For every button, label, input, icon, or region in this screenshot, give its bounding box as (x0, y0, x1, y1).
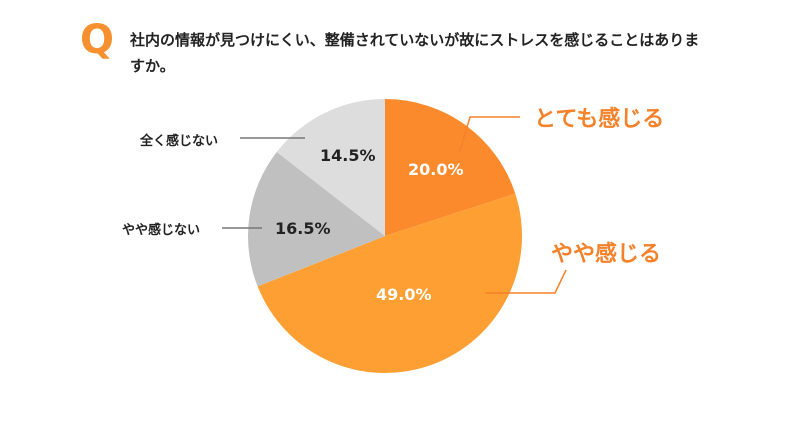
slice-label-yaya-nai: やや感じない (122, 223, 201, 238)
pie-slice (276, 99, 385, 236)
pie-slice (248, 152, 385, 287)
pie-slice (257, 193, 522, 373)
leader-line-yaya (485, 269, 567, 294)
question-mark-icon: Q (80, 17, 115, 63)
question-text: 社内の情報が見つけにくい、整備されていないが故にストレスを感じることはありますか… (130, 31, 700, 75)
pct-mattaku: 14.5% (320, 146, 376, 165)
slice-label-totemo: とても感じる (534, 107, 665, 132)
slice-label-yaya: やや感じる (551, 242, 662, 267)
leader-line-totemo (459, 116, 520, 152)
pct-yaya: 49.0% (376, 285, 432, 304)
pct-totemo: 20.0% (408, 160, 464, 179)
pct-yaya-nai: 16.5% (275, 219, 331, 238)
pie-slice (385, 99, 516, 236)
slice-label-mattaku: 全く感じない (140, 134, 219, 149)
